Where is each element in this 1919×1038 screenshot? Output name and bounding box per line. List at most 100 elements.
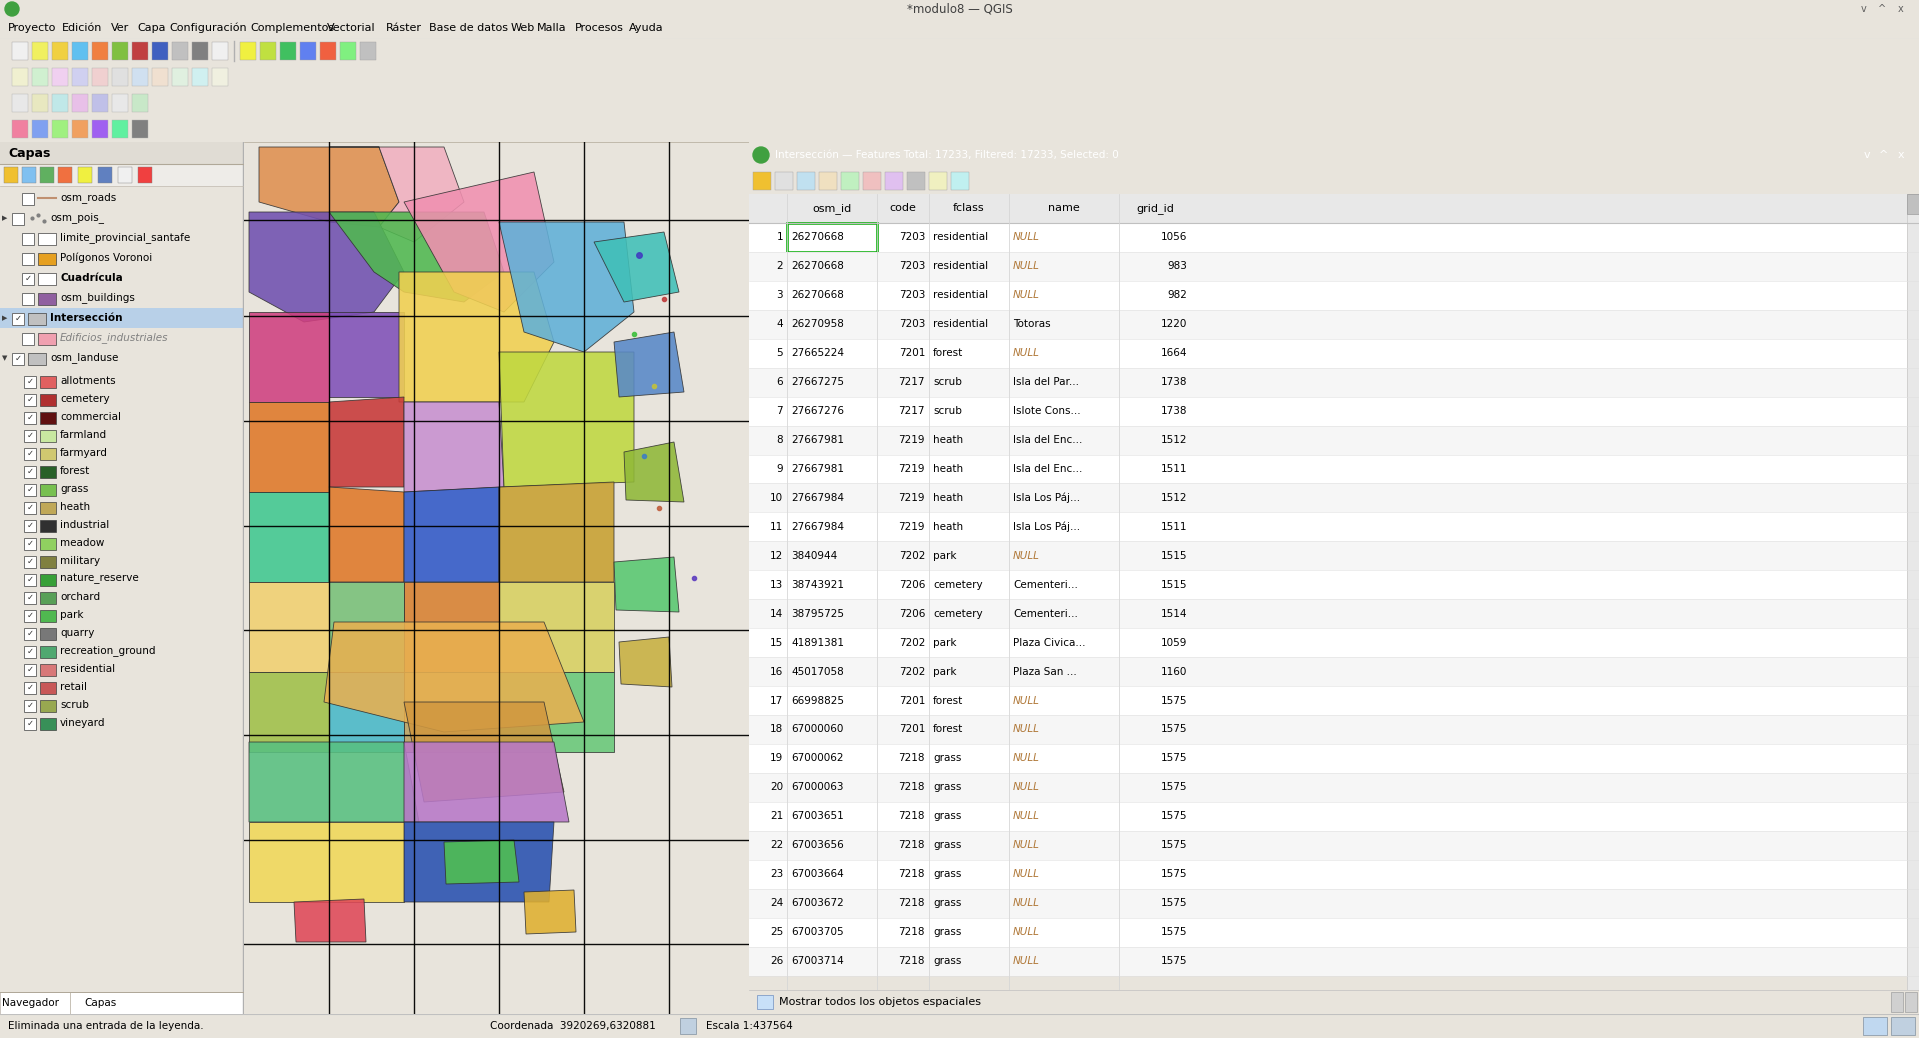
Text: 7218: 7218 bbox=[898, 812, 925, 821]
Polygon shape bbox=[294, 899, 367, 943]
Text: ▶: ▶ bbox=[2, 315, 8, 321]
Bar bbox=[38, 233, 56, 245]
Polygon shape bbox=[249, 492, 328, 582]
Bar bbox=[40, 520, 56, 532]
Circle shape bbox=[6, 2, 19, 16]
Text: heath: heath bbox=[933, 464, 963, 474]
Text: NULL: NULL bbox=[1013, 551, 1040, 561]
Text: grass: grass bbox=[59, 484, 88, 494]
Text: 4: 4 bbox=[777, 320, 783, 329]
Polygon shape bbox=[614, 557, 679, 612]
Text: grass: grass bbox=[933, 927, 961, 937]
Bar bbox=[58, 167, 73, 183]
Text: 7219: 7219 bbox=[898, 464, 925, 474]
Text: 38743921: 38743921 bbox=[791, 580, 844, 590]
Text: 1738: 1738 bbox=[1161, 377, 1188, 387]
Text: 38795725: 38795725 bbox=[791, 608, 844, 619]
Text: Isla del Par...: Isla del Par... bbox=[1013, 377, 1078, 387]
Polygon shape bbox=[249, 212, 405, 322]
Bar bbox=[299, 42, 317, 60]
Text: Edición: Edición bbox=[61, 23, 102, 33]
Text: grass: grass bbox=[933, 898, 961, 908]
Text: ^: ^ bbox=[1879, 151, 1888, 160]
Text: 12: 12 bbox=[770, 551, 783, 561]
Bar bbox=[748, 889, 1907, 918]
Polygon shape bbox=[328, 147, 464, 242]
Bar bbox=[748, 455, 1907, 484]
Text: 1575: 1575 bbox=[1161, 898, 1188, 908]
Text: ✓: ✓ bbox=[27, 664, 33, 674]
Text: code: code bbox=[890, 203, 917, 214]
Bar bbox=[25, 520, 36, 532]
Text: 1515: 1515 bbox=[1161, 580, 1188, 590]
Polygon shape bbox=[405, 742, 570, 822]
Text: NULL: NULL bbox=[1013, 291, 1040, 300]
Text: 67003664: 67003664 bbox=[791, 869, 844, 879]
Text: Ayuda: Ayuda bbox=[629, 23, 664, 33]
Text: residential: residential bbox=[933, 291, 988, 300]
Text: ✓: ✓ bbox=[15, 354, 21, 362]
Bar bbox=[25, 376, 36, 388]
Bar bbox=[92, 120, 107, 138]
Text: 7201: 7201 bbox=[898, 348, 925, 358]
Bar bbox=[40, 646, 56, 658]
Text: Web: Web bbox=[510, 23, 535, 33]
Text: scrub: scrub bbox=[933, 406, 961, 416]
Bar bbox=[40, 538, 56, 550]
Text: Escala 1:437564: Escala 1:437564 bbox=[706, 1021, 793, 1031]
Bar bbox=[748, 281, 1907, 309]
Bar bbox=[1890, 1017, 1915, 1035]
Text: 7219: 7219 bbox=[898, 435, 925, 445]
Bar bbox=[25, 448, 36, 460]
Text: Isla Los Páj...: Isla Los Páj... bbox=[1013, 522, 1080, 532]
Text: grass: grass bbox=[933, 841, 961, 850]
Bar bbox=[748, 542, 1907, 570]
Bar bbox=[748, 599, 1907, 628]
Bar bbox=[92, 94, 107, 112]
Text: Base de datos: Base de datos bbox=[430, 23, 509, 33]
Text: ✓: ✓ bbox=[27, 394, 33, 404]
Bar bbox=[173, 42, 188, 60]
Bar bbox=[1907, 194, 1919, 214]
Bar bbox=[40, 592, 56, 604]
Text: ✓: ✓ bbox=[27, 574, 33, 583]
Polygon shape bbox=[328, 212, 505, 302]
Text: 1575: 1575 bbox=[1161, 927, 1188, 937]
Text: 26270668: 26270668 bbox=[791, 233, 844, 243]
Bar bbox=[361, 42, 376, 60]
Bar bbox=[0, 992, 244, 1014]
Bar bbox=[40, 430, 56, 442]
Text: NULL: NULL bbox=[1013, 754, 1040, 763]
Bar bbox=[819, 172, 837, 190]
Text: ✓: ✓ bbox=[27, 485, 33, 493]
Text: 7201: 7201 bbox=[898, 725, 925, 735]
Text: retail: retail bbox=[59, 682, 86, 692]
Bar bbox=[25, 592, 36, 604]
Text: forest: forest bbox=[59, 466, 90, 476]
Polygon shape bbox=[328, 582, 405, 672]
Text: nature_reserve: nature_reserve bbox=[59, 574, 138, 584]
Text: 1575: 1575 bbox=[1161, 725, 1188, 735]
Text: 67000063: 67000063 bbox=[791, 783, 844, 792]
Text: Isla del Enc...: Isla del Enc... bbox=[1013, 435, 1082, 445]
Text: 25: 25 bbox=[770, 927, 783, 937]
Bar bbox=[929, 172, 946, 190]
Bar bbox=[748, 801, 1907, 830]
Text: NULL: NULL bbox=[1013, 233, 1040, 243]
Text: NULL: NULL bbox=[1013, 869, 1040, 879]
Text: NULL: NULL bbox=[1013, 812, 1040, 821]
Polygon shape bbox=[405, 582, 499, 672]
Text: NULL: NULL bbox=[1013, 927, 1040, 937]
Text: NULL: NULL bbox=[1013, 725, 1040, 735]
Text: Intersección: Intersección bbox=[50, 313, 123, 323]
Bar bbox=[40, 412, 56, 424]
Text: park: park bbox=[933, 551, 956, 561]
Bar bbox=[152, 42, 169, 60]
Text: 983: 983 bbox=[1167, 262, 1188, 271]
Text: park: park bbox=[59, 610, 84, 620]
Text: 1: 1 bbox=[777, 233, 783, 243]
Text: cemetery: cemetery bbox=[933, 580, 983, 590]
Bar bbox=[25, 574, 36, 586]
Text: ✓: ✓ bbox=[27, 377, 33, 385]
Text: Intersección — Features Total: 17233, Filtered: 17233, Selected: 0: Intersección — Features Total: 17233, Fi… bbox=[775, 151, 1119, 160]
